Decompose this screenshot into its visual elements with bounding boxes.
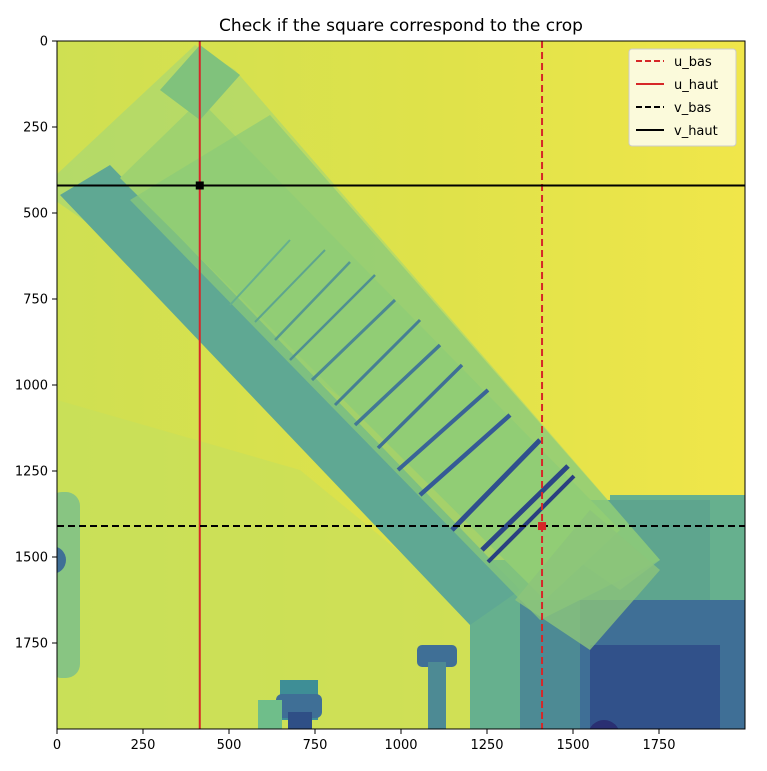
corner-marker [195, 181, 204, 190]
x-tick-label: 1250 [470, 738, 503, 753]
legend-box [628, 48, 737, 147]
corner-marker [538, 522, 547, 531]
chart-title: Check if the square correspond to the cr… [219, 16, 583, 36]
y-tick-label: 1000 [15, 379, 48, 394]
x-axis: 0 250 500 750 1000 1250 1500 1750 [53, 729, 676, 753]
y-tick-label: 1250 [15, 465, 48, 480]
x-tick-label: 500 [217, 738, 242, 753]
x-tick-label: 250 [131, 738, 156, 753]
x-tick-label: 1000 [384, 738, 417, 753]
legend-label-u_haut: u_haut [674, 78, 718, 93]
y-tick-label: 0 [40, 35, 48, 50]
legend-label-v_bas: v_bas [674, 101, 711, 116]
x-tick-label: 1750 [642, 738, 675, 753]
x-tick-label: 0 [53, 738, 61, 753]
y-tick-label: 500 [23, 207, 48, 222]
x-tick-label: 750 [303, 738, 328, 753]
legend-label-u_bas: u_bas [674, 55, 712, 70]
x-tick-label: 1500 [556, 738, 589, 753]
y-tick-label: 1750 [15, 637, 48, 652]
y-tick-label: 1500 [15, 551, 48, 566]
y-tick-label: 750 [23, 293, 48, 308]
legend: u_bas u_haut v_bas v_haut [628, 48, 737, 147]
y-axis: 0 250 500 750 1000 1250 1500 1750 [15, 35, 57, 652]
y-tick-label: 250 [23, 121, 48, 136]
legend-label-v_haut: v_haut [674, 124, 718, 139]
xray-image [57, 41, 745, 729]
